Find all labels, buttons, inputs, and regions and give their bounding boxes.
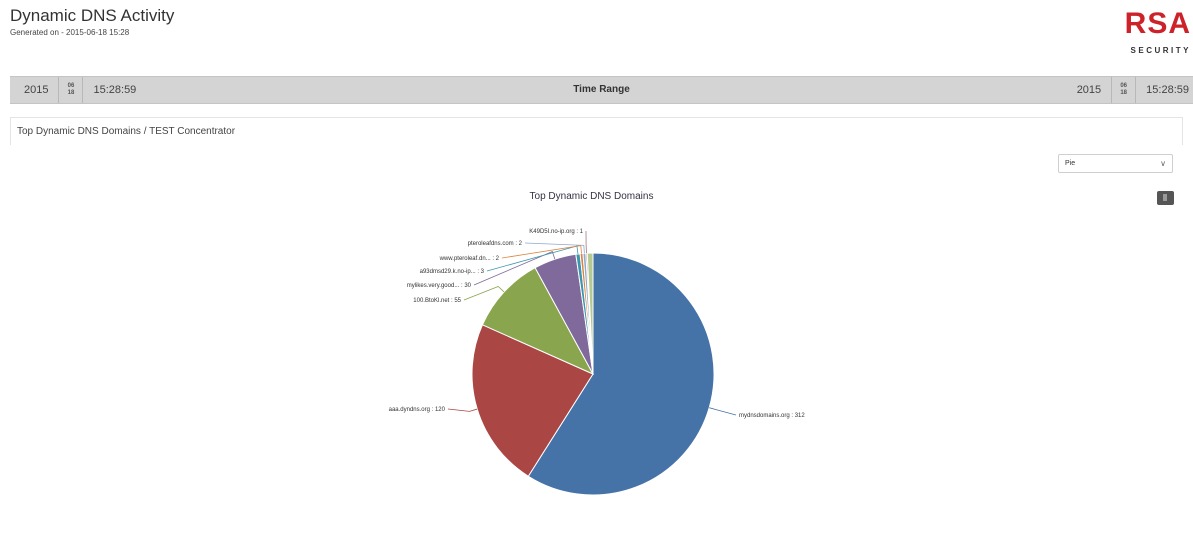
pie-slice-label: a93dmsd29.k.no-ip... : 3: [420, 269, 485, 275]
pie-slice[interactable]: [471, 324, 594, 477]
time-range-bar: Time Range 2015 06 18 15:28:59 2015 06 1…: [10, 76, 1193, 104]
pie-slice[interactable]: [586, 252, 594, 375]
start-month-day[interactable]: 06 18: [59, 77, 84, 103]
generated-timestamp: Generated on - 2015-06-18 15:28: [10, 28, 130, 37]
pie-leader-line: [463, 286, 505, 301]
pie-leader-lines: [447, 230, 737, 416]
time-range-label: Time Range: [573, 84, 630, 95]
start-month: 06: [67, 83, 75, 89]
pie-leader-line: [524, 242, 585, 254]
time-range-start[interactable]: 2015 06 18 15:28:59: [24, 77, 136, 103]
pie-slice[interactable]: [527, 252, 715, 496]
pie-leader-line: [585, 230, 587, 254]
pie-slice-label: pteroleafdns.com : 2: [468, 241, 523, 247]
end-day: 18: [1120, 90, 1128, 96]
pie-labels: mydnsdomains.org : 312 aaa.dyndns.org : 1…: [389, 229, 806, 419]
pie-slice[interactable]: [481, 267, 595, 376]
report-header: Dynamic DNS Activity Generated on - 2015…: [0, 0, 1193, 76]
pie-leader-line: [447, 408, 478, 412]
time-range-end[interactable]: 2015 06 18 15:28:59: [1077, 77, 1189, 103]
chart-type-select[interactable]: Pie ∨: [1058, 154, 1173, 173]
end-time[interactable]: 15:28:59: [1146, 84, 1189, 96]
pie-slice-label: K49D5I.no-ip.org : 1: [529, 229, 583, 235]
pie-slices: [471, 252, 715, 496]
end-month: 06: [1120, 83, 1128, 89]
chart-type-value: Pie: [1065, 160, 1076, 167]
pie-slice-label: www.pteroleaf.dn... : 2: [439, 256, 500, 262]
pie-slice-label: 100.BtoKl.net : 55: [413, 298, 461, 304]
logo-tagline: SECURITY: [1130, 46, 1191, 55]
report-panel: Top Dynamic DNS Domains / TEST Concentra…: [10, 117, 1183, 145]
chart-title: Top Dynamic DNS Domains: [529, 191, 654, 202]
end-month-day[interactable]: 06 18: [1112, 77, 1137, 103]
start-day: 18: [67, 90, 75, 96]
end-year[interactable]: 2015: [1077, 77, 1113, 103]
pie-leader-line: [473, 251, 556, 286]
logo-brand: RSA: [1124, 7, 1191, 40]
download-icon[interactable]: [1157, 191, 1174, 205]
chevron-down-icon: ∨: [1160, 159, 1166, 168]
rsa-logo: RSA SECURITY: [1113, 8, 1191, 64]
panel-title: Top Dynamic DNS Domains / TEST Concentra…: [17, 126, 236, 137]
pie-slice-label: mylikes.very.good... : 30: [407, 283, 472, 289]
pie-leader-line: [709, 407, 737, 416]
pie-slice-label: mydnsdomains.org : 312: [739, 413, 805, 419]
pie-slice-label: aaa.dyndns.org : 120: [389, 407, 446, 413]
start-year[interactable]: 2015: [24, 77, 60, 103]
start-time[interactable]: 15:28:59: [93, 84, 137, 96]
report-title: Dynamic DNS Activity: [10, 6, 175, 25]
